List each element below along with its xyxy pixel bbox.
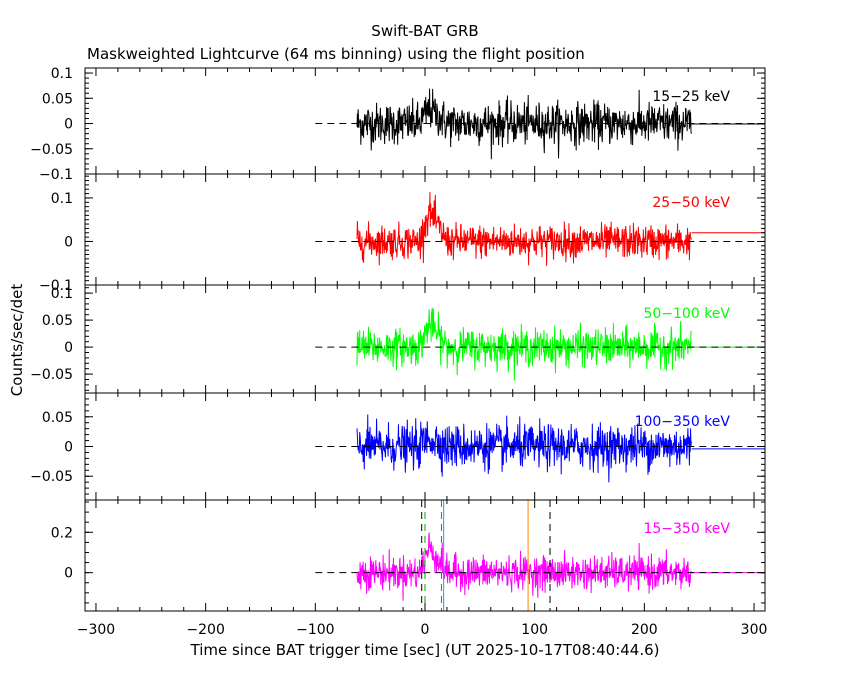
x-tick-labels: −300 −200 −100 0 100 200 300 [77, 622, 768, 638]
series-line-1 [356, 88, 692, 160]
x-tick-label: −300 [77, 622, 115, 638]
x-axis-title: Time since BAT trigger time [sec] (UT 20… [190, 641, 660, 659]
series-line-3 [356, 307, 692, 381]
y-tick-label: 0.1 [51, 66, 73, 82]
x-tick-label: 0 [421, 622, 430, 638]
panel-frame [84, 284, 766, 394]
x-tick-label: −200 [186, 622, 224, 638]
x-tick-label: 100 [521, 622, 548, 638]
y-tick-label: −0.05 [30, 469, 73, 485]
series-line-5 [356, 532, 692, 601]
series-line-4 [356, 414, 692, 483]
y-tick-label: 0.05 [42, 313, 73, 329]
band-label-5: 15−350 keV [643, 521, 730, 537]
chart-title: Swift-BAT GRB [371, 22, 478, 40]
series-line-2 [356, 191, 692, 266]
y-tick-label: −0.1 [39, 278, 73, 294]
panel-5: 0.2 0 15−350 keV [51, 499, 766, 612]
y-tick-label: 0.1 [51, 191, 73, 207]
panel-3: 0.1 0.05 0 −0.05 50−100 keV [30, 284, 766, 394]
x-tick-label: 200 [631, 622, 658, 638]
y-tick-label: 0 [64, 340, 73, 356]
y-tick-label: 0.2 [51, 525, 73, 541]
panel-4: 0.05 0 −0.05 100−350 keV [30, 392, 766, 501]
y-tick-label: −0.1 [39, 167, 73, 183]
band-label-4: 100−350 keV [635, 414, 731, 430]
y-tick-label: −0.05 [30, 142, 73, 158]
panel-1: 0.1 0.05 0 −0.05 −0.1 15−25 keV [30, 66, 766, 183]
y-tick-label: 0.05 [42, 410, 73, 426]
panels-group: 0.1 0.05 0 −0.05 −0.1 15−25 keV 0.1 0 −0.1 25−50 … [30, 66, 766, 612]
y-tick-label: 0.05 [42, 91, 73, 107]
band-label-2: 25−50 keV [652, 195, 730, 211]
y-tick-label: 0 [64, 234, 73, 250]
y-axis-title: Counts/sec/det [8, 284, 26, 397]
band-label-1: 15−25 keV [652, 89, 730, 105]
x-tick-label: −100 [296, 622, 334, 638]
y-tick-label: 0 [64, 117, 73, 133]
panel-2: 0.1 0 −0.1 25−50 keV [39, 173, 766, 294]
y-tick-label: 0 [64, 440, 73, 456]
y-tick-label: −0.05 [30, 367, 73, 383]
chart-subtitle: Maskweighted Lightcurve (64 ms binning) … [87, 45, 585, 63]
x-tick-label: 300 [741, 622, 768, 638]
y-tick-label: 0 [64, 566, 73, 582]
y-tick-label: 0.1 [51, 286, 73, 302]
band-label-3: 50−100 keV [643, 306, 730, 322]
